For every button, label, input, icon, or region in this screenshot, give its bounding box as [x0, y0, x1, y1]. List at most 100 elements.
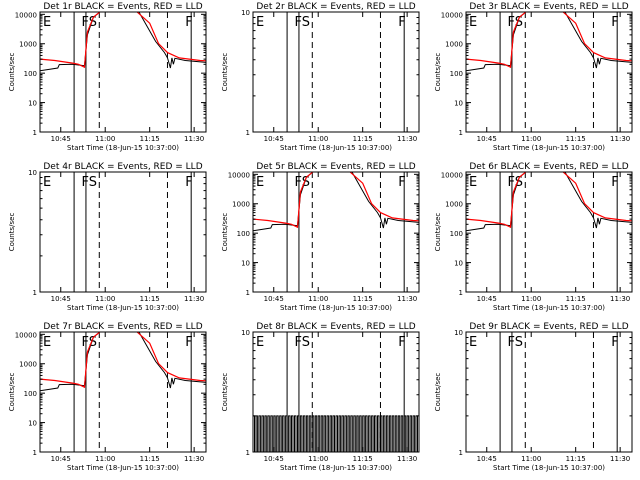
- y-tick-label: 10000: [15, 331, 37, 339]
- events-series-line: [253, 415, 418, 452]
- x-axis-label: Start Time (18-Jun-15 10:37:00): [493, 304, 605, 312]
- x-tick-label: 11:15: [566, 295, 586, 303]
- x-tick-label: 11:30: [397, 135, 417, 143]
- phase-label: F: [611, 175, 618, 190]
- lld-series-line: [253, 172, 419, 229]
- plot-frame: [252, 171, 420, 293]
- x-tick-label: 11:15: [353, 135, 373, 143]
- y-axis-label: Counts/sec: [434, 53, 442, 92]
- lld-series-line: [40, 12, 206, 69]
- lld-series-line: [466, 12, 632, 69]
- x-tick-label: 11:30: [184, 295, 204, 303]
- y-axis-label: Counts/sec: [8, 213, 16, 252]
- x-tick-label: 11:00: [308, 135, 328, 143]
- x-tick-label: 11:15: [566, 455, 586, 463]
- panel-4: Det 4r BLACK = Events, RED = LLD E FS F E 1 10…: [8, 162, 285, 312]
- phase-label: E: [256, 175, 264, 190]
- y-tick-label: 10: [241, 260, 250, 268]
- y-tick-label: 10: [28, 420, 37, 428]
- phase-label: FS: [295, 335, 311, 350]
- x-tick-label: 10:45: [51, 135, 71, 143]
- y-tick-label: 10: [454, 329, 463, 337]
- x-axis-label: Start Time (18-Jun-15 10:37:00): [67, 464, 179, 472]
- x-tick-label: 11:30: [610, 295, 630, 303]
- y-tick-label: 10000: [228, 171, 250, 179]
- lld-series-line: [40, 332, 206, 389]
- phase-label: E: [490, 15, 498, 30]
- x-tick-label: 11:30: [397, 455, 417, 463]
- x-axis-label: Start Time (18-Jun-15 10:37:00): [67, 144, 179, 152]
- phase-label: E: [256, 15, 264, 30]
- panel-6: Det 6r BLACK = Events, RED = LLDEFSFE110…: [434, 162, 633, 312]
- phase-label: E: [277, 15, 285, 30]
- y-tick-label: 100: [450, 70, 463, 78]
- panel-title: Det 5r BLACK = Events, RED = LLD: [256, 162, 415, 172]
- phase-label: F: [185, 175, 192, 190]
- panel-8: Det 8r BLACK = Events, RED = LLD E FS F E 1 10…: [221, 322, 420, 472]
- panel-title: Det 3r BLACK = Events, RED = LLD: [469, 2, 628, 12]
- y-tick-label: 1: [459, 129, 463, 137]
- x-tick-label: 11:00: [308, 295, 328, 303]
- y-tick-label: 1000: [19, 41, 37, 49]
- x-axis-label: Start Time (18-Jun-15 10:37:00): [280, 144, 392, 152]
- phase-label: E: [490, 175, 498, 190]
- phase-label: E: [469, 175, 477, 190]
- y-tick-label: 100: [450, 230, 463, 238]
- x-tick-label: 11:15: [353, 455, 373, 463]
- phase-label: F: [398, 15, 405, 30]
- y-tick-label: 10: [454, 100, 463, 108]
- y-axis-label: Counts/sec: [221, 213, 229, 252]
- lld-series-line: [466, 172, 632, 229]
- phase-label: FS: [295, 15, 311, 30]
- plot-frame: [252, 11, 420, 133]
- panel-title: Det 2r BLACK = Events, RED = LLD: [256, 2, 415, 12]
- x-tick-label: 10:45: [264, 455, 284, 463]
- x-axis-label: Start Time (18-Jun-15 10:37:00): [493, 144, 605, 152]
- x-tick-label: 11:30: [184, 455, 204, 463]
- y-tick-label: 100: [237, 230, 250, 238]
- phase-label: E: [469, 335, 477, 350]
- plot-frame: [39, 11, 207, 133]
- phase-label: F: [185, 15, 192, 30]
- y-tick-label: 1000: [232, 201, 250, 209]
- x-tick-label: 11:00: [521, 455, 541, 463]
- phase-label: E: [469, 15, 477, 30]
- y-tick-label: 10000: [441, 11, 463, 19]
- x-tick-label: 11:30: [610, 135, 630, 143]
- phase-label: F: [185, 335, 192, 350]
- panel-title: Det 8r BLACK = Events, RED = LLD: [256, 322, 415, 332]
- x-tick-label: 10:45: [51, 295, 71, 303]
- y-tick-label: 10: [241, 329, 250, 337]
- x-axis-label: Start Time (18-Jun-15 10:37:00): [280, 304, 392, 312]
- y-tick-label: 1000: [445, 201, 463, 209]
- x-tick-label: 11:30: [184, 135, 204, 143]
- x-axis-label: Start Time (18-Jun-15 10:37:00): [493, 464, 605, 472]
- y-tick-label: 10: [454, 260, 463, 268]
- y-tick-label: 10: [28, 169, 37, 177]
- phase-label: E: [277, 175, 285, 190]
- y-tick-label: 1: [459, 289, 463, 297]
- panel-title: Det 6r BLACK = Events, RED = LLD: [469, 162, 628, 172]
- phase-label: F: [398, 175, 405, 190]
- y-axis-label: Counts/sec: [434, 213, 442, 252]
- plot-frame: [252, 331, 420, 453]
- y-axis-label: Counts/sec: [221, 373, 229, 412]
- x-tick-label: 11:15: [140, 455, 160, 463]
- y-tick-label: 1: [246, 129, 250, 137]
- y-tick-label: 1: [246, 289, 250, 297]
- x-tick-label: 11:30: [397, 295, 417, 303]
- events-series-line: [253, 172, 419, 232]
- y-axis-label: Counts/sec: [8, 53, 16, 92]
- panel-title: Det 4r BLACK = Events, RED = LLD: [43, 162, 202, 172]
- panel-3: Det 3r BLACK = Events, RED = LLDEFSFE110…: [434, 2, 633, 152]
- x-tick-label: 10:45: [477, 135, 497, 143]
- x-tick-label: 11:00: [521, 135, 541, 143]
- x-tick-label: 11:30: [610, 455, 630, 463]
- plot-frame: [465, 171, 633, 293]
- x-tick-label: 10:45: [51, 455, 71, 463]
- x-tick-label: 11:00: [95, 455, 115, 463]
- y-tick-label: 1: [459, 449, 463, 457]
